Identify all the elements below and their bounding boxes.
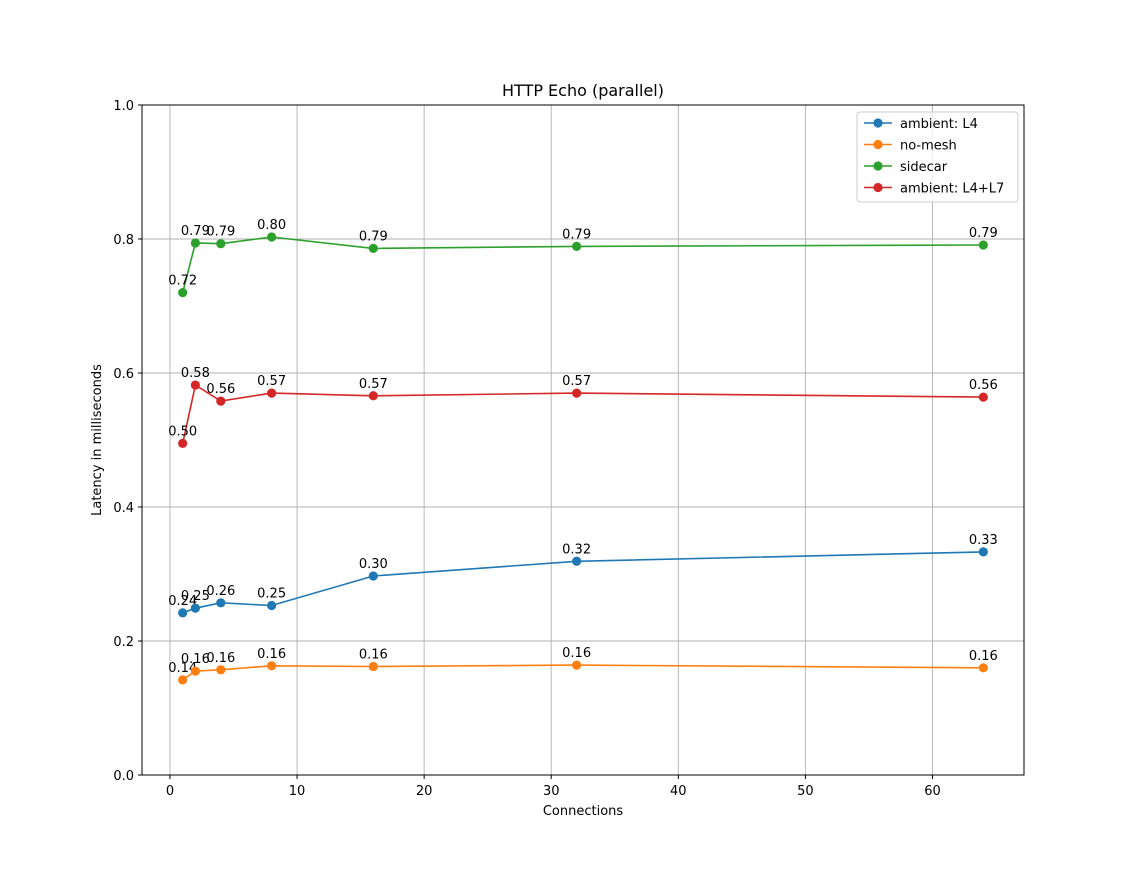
data-label: 0.16: [562, 646, 591, 661]
series-line: [181, 383, 984, 444]
data-point: [978, 240, 988, 250]
data-point: [368, 661, 378, 672]
series-layer: 0.240.250.26 0.250.300.320.330.140.160.16…: [168, 218, 998, 685]
series: 0.140.160.16 0.16 0.16 0.16 0.16: [168, 646, 998, 685]
data-point: [190, 603, 200, 613]
y-tick-label: 0.4: [113, 501, 134, 516]
data-point: [190, 666, 200, 676]
axis-ticks: 0 10 20 30 40 50 60 0.0 0.2 0.4 0.6 0.8 1.0: [113, 99, 940, 799]
data-label: 0.56: [206, 382, 235, 397]
data-point: [267, 232, 277, 242]
series-line: [182, 551, 984, 614]
legend-label: no-mesh: [900, 139, 957, 154]
data-label: 0.79: [562, 227, 591, 242]
y-tick-label: 0.0: [113, 769, 134, 784]
data-label: 0.25: [257, 586, 286, 601]
y-tick-label: 0.8: [113, 233, 134, 248]
data-point: [978, 547, 988, 557]
series: 0.240.250.26 0.250.300.320.33: [168, 533, 998, 618]
series: 0.500.580.560.57 0.57 0.57 0.56: [168, 366, 998, 448]
data-label: 0.79: [359, 229, 388, 244]
x-tick-label: 30: [543, 784, 560, 799]
data-label: 0.56: [969, 378, 998, 393]
legend: ambient: L4 no-mesh sidecar ambient: L4+L7: [856, 111, 1019, 203]
data-label: 0.25: [181, 589, 210, 604]
data-label: 0.16: [359, 647, 388, 662]
data-point: [572, 388, 582, 398]
data-point: [216, 396, 226, 406]
data-point: [978, 663, 988, 673]
data-point: [572, 556, 582, 566]
data-point: [216, 665, 226, 675]
x-tick-label: 20: [416, 784, 433, 799]
data-point: [368, 571, 378, 581]
data-point: [178, 288, 188, 298]
y-tick-label: 1.0: [113, 99, 134, 114]
data-label: 0.72: [168, 274, 197, 289]
data-label: 0.57: [562, 374, 591, 389]
data-label: 0.16: [181, 652, 210, 667]
legend-marker: [873, 139, 883, 150]
series-line: [181, 236, 984, 293]
legend-marker: [873, 161, 883, 171]
data-point: [216, 598, 226, 608]
legend-label: ambient: L4+L7: [900, 182, 1004, 197]
x-tick-label: 60: [924, 784, 941, 799]
legend-item: ambient: L4+L7: [864, 182, 1004, 197]
data-label: 0.79: [206, 225, 235, 240]
data-point: [178, 675, 188, 685]
legend-item: sidecar: [864, 160, 948, 175]
series: 0.720.790.79 0.800.79 0.79 0.79: [168, 218, 998, 298]
data-label: 0.79: [181, 224, 210, 239]
legend-label: sidecar: [900, 160, 948, 175]
x-tick-label: 0: [166, 784, 174, 799]
legend-marker: [873, 118, 883, 128]
data-point: [572, 241, 582, 251]
data-label: 0.16: [257, 647, 286, 662]
legend-marker: [873, 182, 883, 193]
data-label: 0.32: [562, 542, 591, 557]
data-label: 0.26: [206, 584, 235, 599]
data-label: 0.24: [168, 594, 197, 609]
data-label: 0.58: [181, 366, 210, 381]
data-point: [572, 660, 582, 670]
data-point: [267, 600, 277, 611]
data-label: 0.79: [969, 226, 998, 241]
data-point: [978, 392, 988, 402]
data-point: [190, 238, 200, 248]
data-label: 0.16: [969, 649, 998, 664]
data-point: [190, 380, 200, 390]
x-axis-label: Connections: [543, 804, 624, 819]
y-tick-label: 0.6: [113, 367, 134, 382]
data-point: [178, 438, 188, 448]
data-point: [267, 388, 277, 398]
x-tick-label: 50: [797, 784, 814, 799]
data-label: 0.57: [359, 377, 388, 392]
data-label: 0.80: [257, 218, 286, 233]
data-point: [178, 608, 188, 618]
y-axis-label: Latency in milliseconds: [90, 364, 105, 516]
legend-box: [856, 111, 1019, 203]
plot-frame: [141, 104, 1025, 776]
data-label: 0.57: [257, 374, 286, 389]
legend-item: ambient: L4: [864, 117, 978, 132]
legend-item: no-mesh: [864, 139, 957, 154]
data-label: 0.30: [359, 557, 388, 572]
data-label: 0.33: [969, 533, 998, 548]
legend-label: ambient: L4: [900, 117, 978, 132]
series-line: [182, 664, 984, 681]
grid: [142, 104, 1024, 776]
data-point: [216, 239, 226, 249]
data-label: 0.16: [206, 651, 235, 666]
data-point: [368, 391, 378, 401]
y-tick-label: 0.2: [113, 635, 134, 650]
data-point: [368, 243, 378, 253]
data-point: [267, 661, 277, 671]
x-tick-label: 10: [289, 784, 306, 799]
data-label: 0.14: [168, 661, 197, 676]
chart-title: HTTP Echo (parallel): [502, 81, 664, 100]
data-label: 0.50: [168, 424, 197, 439]
x-tick-label: 40: [670, 784, 687, 799]
